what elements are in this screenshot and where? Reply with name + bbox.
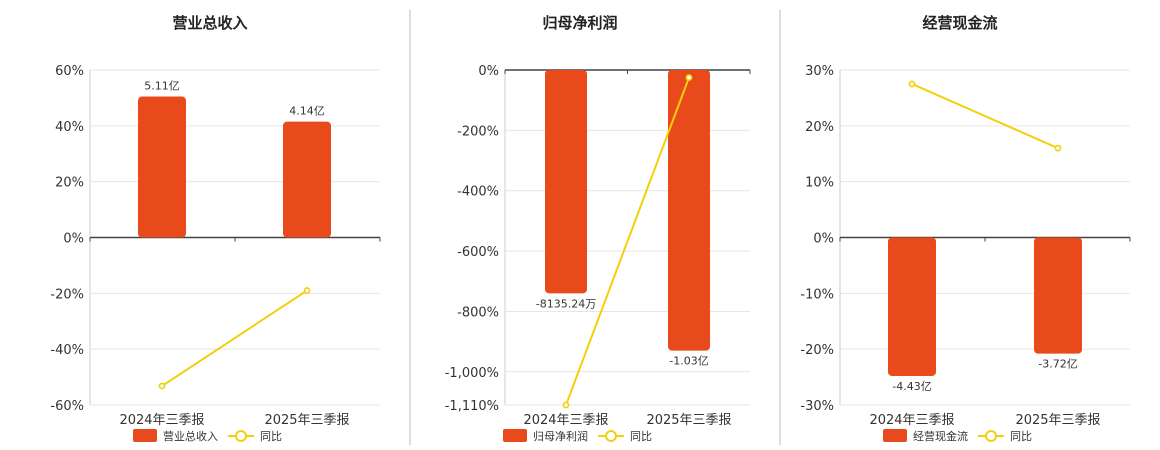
legend-bar-label: 营业总收入	[163, 429, 218, 443]
y-tick-label: 60%	[55, 64, 84, 79]
bar-data-label: 4.14亿	[289, 105, 325, 118]
x-category-label: 2025年三季报	[1015, 413, 1100, 428]
bar	[888, 237, 936, 376]
yoy-point	[1054, 144, 1062, 152]
x-category-label: 2024年三季报	[523, 413, 608, 428]
bar	[283, 121, 331, 238]
bar	[668, 70, 710, 351]
chart-title: 营业总收入	[172, 14, 247, 32]
legend-bar-swatch	[503, 429, 527, 442]
y-tick-label: -20%	[50, 287, 84, 302]
chart-3: 经营现金流 30% 20% 10% 0% -10% -20% -30% -4.43亿 -3.72亿…	[800, 14, 1131, 443]
yoy-point	[158, 382, 166, 390]
yoy-line	[161, 289, 308, 387]
y-tick-label: -40%	[50, 343, 84, 358]
y-tick-label: 20%	[805, 120, 834, 135]
bar	[545, 70, 587, 294]
legend-line-label: 同比	[1010, 430, 1032, 443]
legend-bar-label: 经营现金流	[913, 429, 968, 443]
chart-2: 归母净利润 0% -200% -400% -600% -800% -1,000% -1,110…	[445, 14, 751, 443]
legend-line-label: 同比	[630, 430, 652, 443]
y-tick-label: 0%	[813, 232, 834, 247]
y-tick-label: -60%	[50, 399, 84, 414]
y-tick-label: -600%	[457, 245, 499, 260]
legend-line-label: 同比	[260, 430, 282, 443]
bar	[1034, 237, 1082, 354]
yoy-point	[685, 74, 693, 81]
y-tick-label: -200%	[457, 124, 499, 139]
y-tick-label: 40%	[55, 120, 84, 135]
bar-data-label: -1.03亿	[669, 355, 708, 368]
y-tick-label: -30%	[800, 399, 834, 414]
legend-line-marker	[605, 430, 617, 442]
y-tick-label: -1,110%	[445, 399, 499, 414]
y-tick-label: -400%	[457, 185, 499, 200]
x-category-label: 2025年三季报	[646, 413, 731, 428]
y-tick-label: 0%	[63, 232, 84, 247]
x-category-label: 2024年三季报	[869, 413, 954, 428]
yoy-point	[908, 80, 916, 88]
y-tick-label: -800%	[457, 305, 499, 320]
chart-1: 营业总收入 60% 40% 20% 0% -20% -40% -60% 5.11亿 4.14亿 20…	[50, 14, 381, 443]
y-tick-label: 10%	[805, 176, 834, 191]
x-category-label: 2024年三季报	[119, 413, 204, 428]
legend-line-marker	[235, 430, 247, 442]
y-tick-label: -20%	[800, 343, 834, 358]
chart-title: 归母净利润	[542, 14, 617, 32]
yoy-point	[562, 401, 570, 409]
yoy-line	[911, 83, 1059, 150]
legend-line-marker	[985, 430, 997, 442]
y-tick-label: -1,000%	[445, 366, 499, 381]
x-category-label: 2025年三季报	[264, 413, 349, 428]
bar	[138, 96, 186, 238]
chart-title: 经营现金流	[922, 14, 997, 32]
legend-bar-swatch	[133, 429, 157, 442]
bar-data-label: -8135.24万	[536, 297, 596, 310]
yoy-line	[565, 77, 690, 406]
y-tick-label: 30%	[805, 64, 834, 79]
bar-data-label: 5.11亿	[144, 80, 180, 93]
y-tick-label: 20%	[55, 176, 84, 191]
bar-data-label: -4.43亿	[892, 380, 931, 393]
y-tick-label: -10%	[800, 287, 834, 302]
y-tick-label: 0%	[478, 64, 499, 79]
legend-bar-swatch	[883, 429, 907, 442]
yoy-point	[303, 287, 311, 294]
legend-bar-label: 归母净利润	[533, 429, 588, 443]
bar-data-label: -3.72亿	[1038, 358, 1077, 371]
